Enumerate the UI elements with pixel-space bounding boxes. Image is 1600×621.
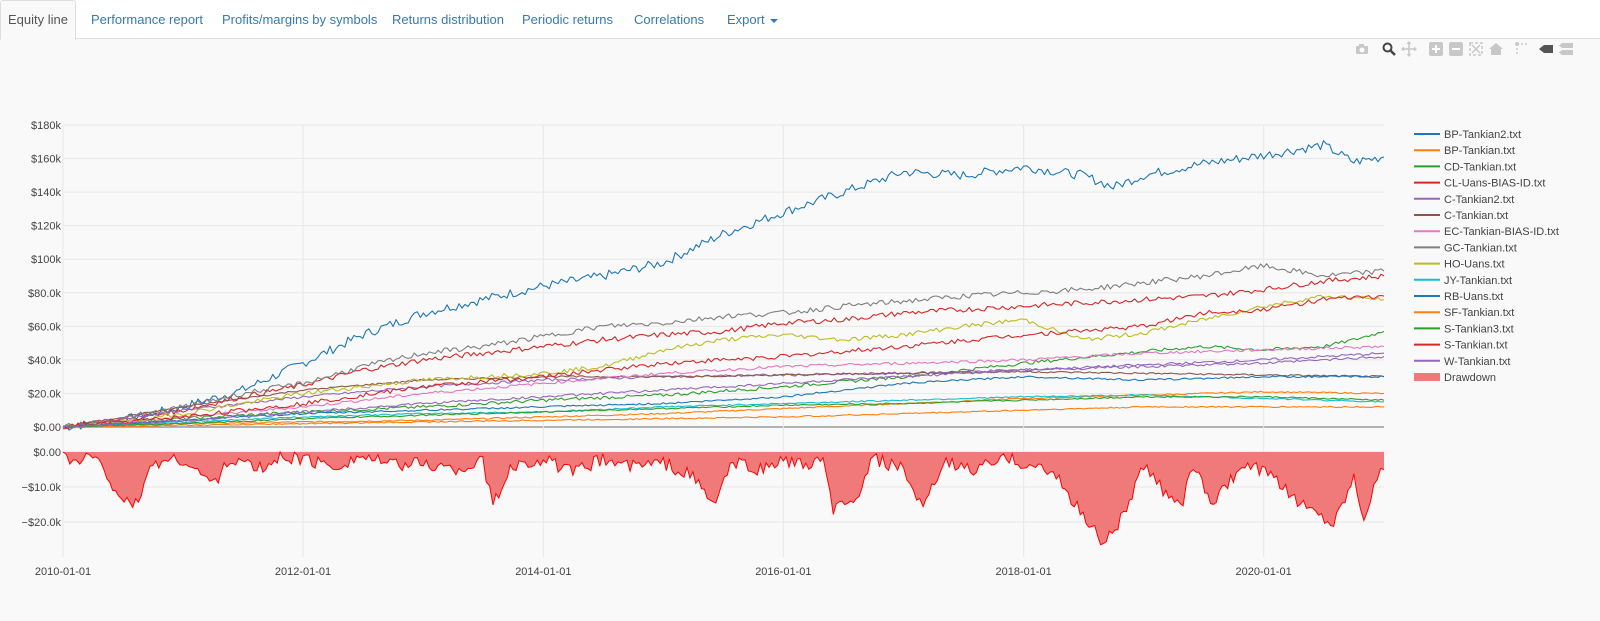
legend-label: S-Tankian.txt — [1444, 340, 1508, 352]
series-line-12 — [62, 395, 1385, 428]
legend-label: W-Tankian.txt — [1444, 356, 1510, 368]
tab-equity-line[interactable]: Equity line — [0, 0, 76, 40]
x-tick-label: 2020-01-01 — [1236, 566, 1292, 578]
legend-label: SF-Tankian.txt — [1444, 307, 1514, 319]
caret-down-icon — [769, 18, 778, 23]
legend-label: EC-Tankian-BIAS-ID.txt — [1444, 226, 1559, 238]
y-tick-label: $140k — [31, 187, 61, 199]
legend-label: S-Tankian3.txt — [1444, 323, 1514, 335]
tab-performance-report[interactable]: Performance report — [91, 0, 203, 39]
y-tick-label: $0.00 — [33, 422, 61, 434]
y-tick-label: $120k — [31, 221, 61, 233]
legend-label: Drawdown — [1444, 372, 1496, 384]
legend-label: RB-Uans.txt — [1444, 291, 1503, 303]
tab-label: Correlations — [634, 12, 705, 27]
tab-label: Profits/margins by symbols — [222, 12, 378, 27]
tab-returns-distribution[interactable]: Returns distribution — [392, 0, 504, 39]
hover-closest-icon[interactable] — [1538, 41, 1554, 57]
y-tick-label: $20.0k — [28, 388, 62, 400]
x-axis-labels: 2010-01-01 2012-01-01 2014-01-01 2016-01-01… — [35, 566, 1292, 578]
grid — [62, 124, 1384, 557]
series-line-0 — [62, 140, 1385, 431]
tab-export-dropdown[interactable]: Export — [727, 0, 778, 39]
series-line-9 — [62, 394, 1385, 428]
series-line-13 — [62, 294, 1385, 429]
legend-label: CD-Tankian.txt — [1444, 161, 1516, 173]
tab-label: Periodic returns — [522, 12, 614, 27]
zoom-in-icon[interactable] — [1428, 41, 1444, 57]
spike-lines-icon[interactable] — [1514, 41, 1530, 57]
legend-label: CL-Uans-BIAS-ID.txt — [1444, 178, 1545, 190]
y-tick-label: $160k — [31, 154, 61, 166]
x-tick-label: 2012-01-01 — [275, 566, 331, 578]
tab-periodic-returns[interactable]: Periodic returns — [522, 0, 613, 39]
y-axis-labels: $0.00 $20.0k $40.0k $60.0k $80.0k $100k $120k $… — [22, 120, 62, 529]
legend-label: C-Tankian2.txt — [1444, 194, 1514, 206]
legend-label: C-Tankian.txt — [1444, 210, 1508, 222]
legend-swatch-drawdown — [1414, 373, 1440, 381]
series-line-5 — [62, 370, 1385, 428]
series-line-11 — [62, 405, 1384, 428]
series-line-6 — [62, 345, 1385, 428]
tab-label: Equity line — [8, 12, 68, 27]
tab-label: Export — [727, 12, 765, 27]
y-tick-label: $80.0k — [28, 288, 62, 300]
y-tick-label: $180k — [31, 120, 61, 132]
tab-label: Performance report — [91, 12, 203, 27]
y-tick-label: $100k — [31, 254, 61, 266]
legend-label: JY-Tankian.txt — [1444, 275, 1512, 287]
tab-profits-margins-by-symbols[interactable]: Profits/margins by symbols — [222, 0, 377, 39]
legend-label: GC-Tankian.txt — [1444, 242, 1517, 254]
x-tick-label: 2014-01-01 — [515, 566, 571, 578]
tab-label: Returns distribution — [392, 12, 504, 27]
zoom-icon[interactable] — [1381, 41, 1397, 57]
zoom-out-icon[interactable] — [1448, 41, 1464, 57]
series-line-4 — [62, 352, 1385, 429]
series-line-2 — [63, 330, 1385, 429]
pan-icon[interactable] — [1401, 41, 1417, 57]
equity-lines — [62, 140, 1385, 431]
y-tick-label: $60.0k — [28, 321, 62, 333]
series-line-8 — [62, 294, 1385, 429]
drawdown-area — [62, 450, 1385, 546]
tab-correlations[interactable]: Correlations — [634, 0, 704, 39]
legend[interactable]: BP-Tankian2.txt BP-Tankian.txt CD-Tankian.… — [1414, 129, 1559, 384]
legend-label: HO-Uans.txt — [1444, 259, 1505, 271]
drawdown-line — [62, 450, 1385, 546]
legend-label: BP-Tankian.txt — [1444, 145, 1515, 157]
series-line-1 — [62, 390, 1385, 429]
x-tick-label: 2018-01-01 — [996, 566, 1052, 578]
x-tick-label: 2010-01-01 — [35, 566, 91, 578]
y-tick-label: $40.0k — [28, 355, 62, 367]
dd-y-tick-label: −$20.0k — [22, 517, 62, 529]
legend-label: BP-Tankian2.txt — [1444, 129, 1521, 141]
x-tick-label: 2016-01-01 — [755, 566, 811, 578]
drawdown-fill — [63, 452, 1384, 545]
home-icon[interactable] — [1488, 41, 1504, 57]
camera-icon[interactable] — [1354, 41, 1370, 57]
dd-y-tick-label: $0.00 — [33, 447, 61, 459]
series-line-10 — [62, 375, 1385, 428]
dd-y-tick-label: −$10.0k — [22, 482, 62, 494]
autoscale-icon[interactable] — [1468, 41, 1484, 57]
tab-bar: Equity line Performance report Profits/m… — [0, 0, 1600, 40]
hover-compare-icon[interactable] — [1558, 41, 1574, 57]
series-line-3 — [62, 273, 1385, 430]
series-line-14 — [62, 356, 1385, 428]
series-line-7 — [62, 263, 1385, 429]
